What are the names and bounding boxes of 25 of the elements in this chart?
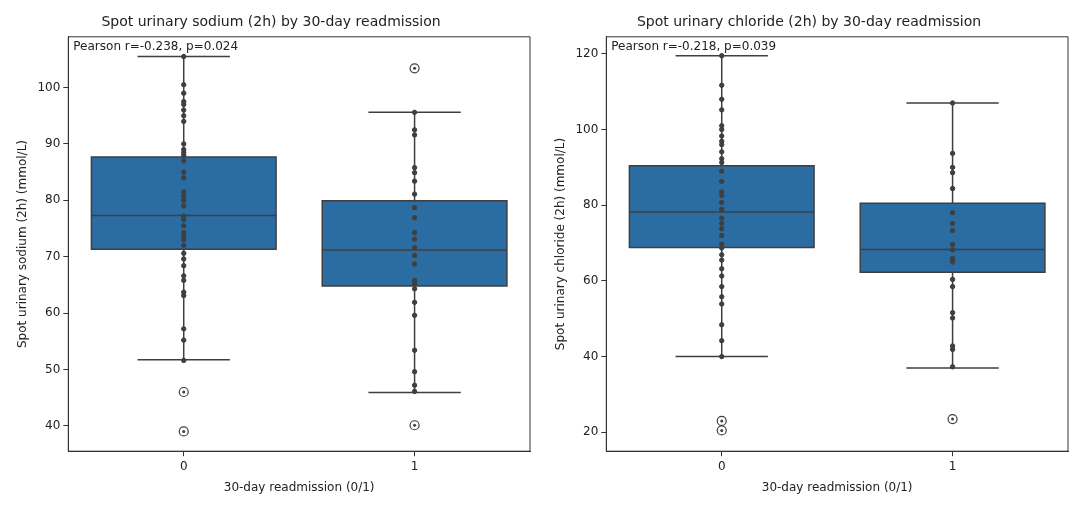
y-tick-label: 50 — [45, 361, 61, 376]
y-tick-label: 40 — [45, 417, 61, 432]
y-axis-title: Spot urinary sodium (2h) (mmol/L) — [15, 140, 30, 348]
annotation: Pearson r=-0.238, p=0.024 — [73, 38, 239, 53]
x-axis-title: 30-day readmission (0/1) — [761, 479, 913, 494]
y-tick-label: 60 — [583, 273, 599, 288]
x-axis-title: 30-day readmission (0/1) — [223, 479, 375, 494]
x-tick-label: 0 — [179, 458, 188, 473]
y-tick-label: 80 — [45, 192, 61, 207]
x-tick-label: 0 — [717, 458, 726, 473]
x-tick-label: 1 — [410, 458, 419, 473]
y-tick-label: 120 — [575, 45, 599, 60]
y-tick-label: 80 — [583, 197, 599, 212]
y-tick-label: 100 — [575, 121, 599, 136]
annotation: Pearson r=-0.218, p=0.039 — [611, 38, 777, 53]
y-tick-label: 90 — [45, 136, 61, 151]
y-tick-label: 40 — [583, 348, 599, 363]
chart-title: Spot urinary sodium (2h) by 30-day readmission — [101, 13, 441, 30]
chart-title: Spot urinary chloride (2h) by 30-day readmission — [636, 13, 982, 30]
y-tick-label: 100 — [37, 79, 61, 94]
y-tick-label: 60 — [45, 305, 61, 320]
x-tick-label: 1 — [948, 458, 957, 473]
y-tick-label: 20 — [583, 424, 599, 439]
y-axis-title: Spot urinary chloride (2h) (mmol/L) — [553, 137, 568, 351]
y-tick-label: 70 — [45, 248, 61, 263]
